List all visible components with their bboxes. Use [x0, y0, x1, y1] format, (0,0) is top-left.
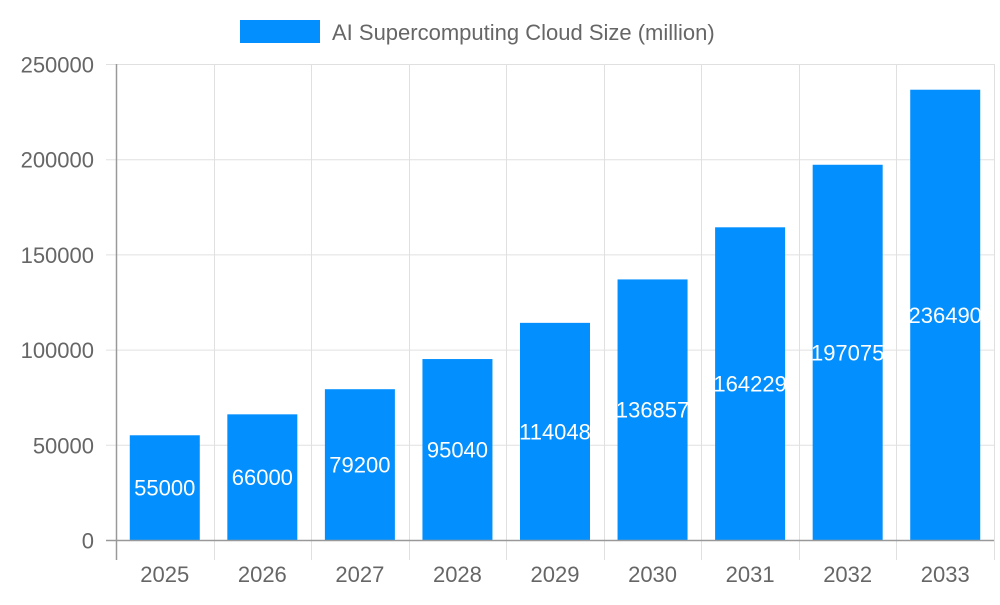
x-tick-label: 2027 — [335, 562, 384, 587]
y-tick-label: 100000 — [21, 338, 94, 363]
data-label: 79200 — [329, 453, 390, 478]
data-label: 197075 — [811, 340, 884, 365]
bar — [129, 435, 200, 540]
legend-label: AI Supercomputing Cloud Size (million) — [332, 20, 715, 45]
legend-swatch — [240, 20, 320, 43]
x-tick-label: 2025 — [140, 562, 189, 587]
bar — [617, 279, 688, 540]
x-tick-label: 2028 — [433, 562, 482, 587]
y-tick-label: 200000 — [21, 148, 94, 173]
y-tick-label: 150000 — [21, 243, 94, 268]
bar — [422, 359, 493, 540]
x-tick-label: 2026 — [238, 562, 287, 587]
x-tick-label: 2033 — [921, 562, 970, 587]
grid — [106, 64, 995, 560]
y-tick-label: 50000 — [33, 433, 94, 458]
bar — [520, 322, 590, 540]
x-tick-label: 2030 — [628, 562, 677, 587]
data-label: 55000 — [134, 476, 195, 501]
bar — [910, 89, 981, 541]
data-label: 66000 — [232, 465, 293, 490]
data-label: 164229 — [713, 372, 786, 397]
x-tick-label: 2032 — [823, 562, 872, 587]
bar — [324, 389, 395, 540]
y-tick-label: 250000 — [21, 53, 94, 78]
axes: 0 50000 100000 150000 200000 250000 2025 2026 20… — [21, 53, 994, 587]
bar — [812, 164, 883, 540]
data-label: 236490 — [909, 303, 982, 328]
data-label: 95040 — [427, 438, 488, 463]
bar — [227, 414, 298, 540]
x-tick-label: 2029 — [531, 562, 580, 587]
x-tick-label: 2031 — [726, 562, 775, 587]
bars: 55000 66000 79200 95040 114048 136857 164229 19… — [129, 89, 982, 541]
y-tick-label: 0 — [82, 529, 94, 554]
data-label: 114048 — [519, 419, 591, 444]
bar — [715, 227, 786, 540]
data-label: 136857 — [616, 398, 689, 423]
legend[interactable]: AI Supercomputing Cloud Size (million) — [240, 20, 715, 45]
